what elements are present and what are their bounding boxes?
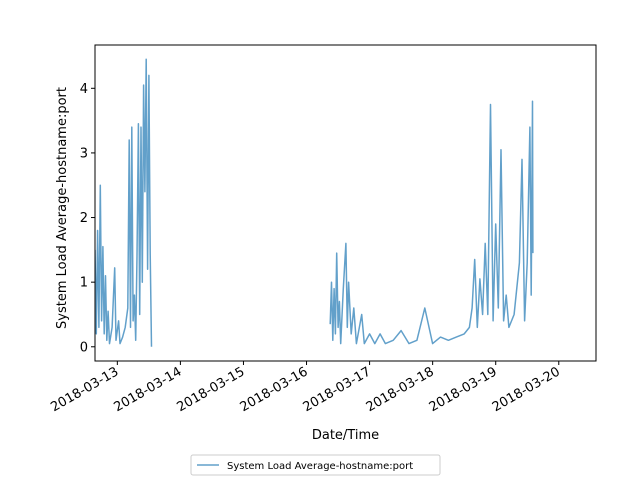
series-line-segment	[95, 58, 153, 347]
plot-frame	[94, 44, 597, 362]
y-tick-label: 1	[80, 276, 88, 291]
x-tick-label: 2018-03-13	[48, 364, 121, 415]
x-axis: 2018-03-132018-03-142018-03-152018-03-16…	[48, 361, 563, 415]
y-tick-label: 0	[80, 340, 88, 355]
y-tick-label: 4	[80, 82, 88, 97]
x-tick-label: 2018-03-15	[175, 364, 248, 415]
y-tick-label: 3	[80, 146, 88, 161]
x-axis-label: Date/Time	[312, 428, 379, 443]
x-tick-label: 2018-03-19	[427, 364, 500, 415]
x-tick-label: 2018-03-17	[301, 364, 374, 415]
y-axis-label: System Load Average-hostname:port	[55, 87, 70, 329]
series-line-segment	[329, 100, 534, 345]
y-tick-label: 2	[80, 211, 88, 226]
x-tick-label: 2018-03-16	[238, 364, 311, 415]
legend-entry: System Load Average-hostname:port	[227, 461, 413, 472]
y-axis: 0 1 2 3 4	[80, 82, 95, 355]
x-tick-label: 2018-03-14	[111, 364, 184, 415]
series-layer	[95, 58, 534, 347]
x-tick-label: 2018-03-18	[364, 364, 437, 415]
x-tick-label: 2018-03-20	[490, 364, 563, 415]
legend-box	[190, 454, 441, 476]
legend: System Load Average-hostname:port	[190, 454, 441, 476]
